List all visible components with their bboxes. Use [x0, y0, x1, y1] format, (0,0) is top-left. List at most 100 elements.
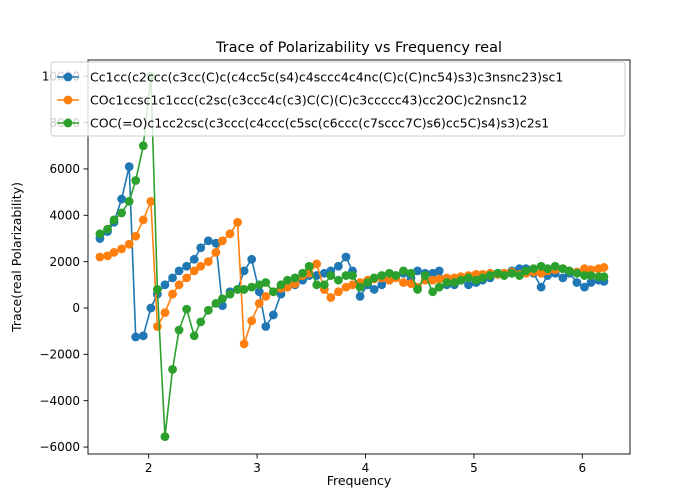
series-1-point-19: [233, 217, 242, 227]
series-1-point-10: [168, 289, 177, 299]
series-1-point-30: [312, 259, 322, 269]
series-2-point-31: [319, 280, 329, 290]
series-2-point-39: [377, 271, 387, 280]
series-2-point-56: [499, 271, 509, 280]
series-1-point-67: [580, 264, 589, 273]
series-1-point-8: [152, 322, 162, 331]
series-2-point-19: [233, 285, 242, 294]
series-2-point-47: [434, 282, 444, 292]
series-0-point-39: [377, 280, 387, 290]
legend-label-0: Cc1cc(c2ccc(c3cc(C)c(c4cc5c(s4)c4sccc4c4…: [90, 70, 563, 85]
x-tick-label-3: 5: [470, 461, 478, 475]
series-2-point-33: [334, 275, 343, 285]
series-2-point-51: [464, 273, 473, 283]
series-2-point-13: [189, 331, 199, 341]
series-2-point-14: [196, 317, 206, 327]
legend-label-2: COC(=O)c1cc2csc(c3ccc(c4ccc(c5sc(c6ccc(c…: [90, 116, 549, 131]
series-2-point-2: [109, 215, 119, 225]
series-1-point-15: [203, 257, 213, 267]
series-2-point-26: [283, 275, 292, 285]
series-2-point-36: [355, 282, 365, 292]
series-2-point-16: [211, 298, 221, 308]
series-2-point-60: [529, 264, 538, 273]
series-2-point-35: [348, 271, 357, 280]
series-0-point-68: [586, 278, 596, 287]
legend-marker-2: [63, 118, 73, 128]
series-2-point-25: [276, 280, 286, 290]
series-2-point-50: [456, 275, 466, 285]
series-0-point-38: [369, 285, 379, 294]
x-tick-label-0: 2: [145, 461, 153, 475]
series-1-point-21: [247, 316, 257, 326]
series-2-point-43: [406, 268, 416, 278]
series-1-point-16: [211, 247, 221, 257]
series-0-point-11: [174, 266, 184, 276]
series-2-point-23: [261, 278, 271, 287]
series-2-point-65: [564, 266, 574, 276]
x-tick-label-4: 6: [578, 461, 586, 475]
series-0-point-36: [355, 292, 365, 301]
series-1-point-46: [428, 275, 438, 285]
y-tick-label-5: 4000: [49, 208, 80, 222]
series-1-point-7: [146, 196, 156, 206]
series-0-point-4: [124, 162, 134, 172]
series-1-point-70: [599, 263, 609, 272]
series-1-point-12: [182, 273, 192, 283]
series-1-point-33: [334, 287, 343, 297]
series-1-point-11: [174, 280, 184, 290]
series-0-point-13: [189, 254, 199, 264]
series-2-point-11: [174, 325, 184, 335]
series-2-point-34: [341, 271, 351, 280]
series-0-point-67: [580, 282, 589, 292]
series-2-point-20: [239, 285, 249, 294]
x-tick-label-1: 3: [253, 461, 261, 475]
series-0-point-33: [334, 261, 343, 271]
series-2-point-1: [103, 224, 112, 234]
series-2-point-68: [586, 271, 596, 280]
series-2-point-0: [95, 229, 105, 239]
series-2-point-46: [428, 287, 438, 297]
series-0-point-23: [261, 322, 271, 331]
series-0-point-34: [341, 252, 351, 262]
series-0-point-22: [254, 287, 264, 297]
series-2-point-45: [420, 271, 430, 280]
series-2-point-28: [298, 268, 308, 278]
y-tick-label-3: 0: [72, 301, 80, 315]
series-1-point-2: [109, 247, 119, 257]
series-0-point-12: [182, 261, 192, 271]
series-0-point-15: [203, 236, 213, 246]
series-2-point-58: [515, 271, 524, 280]
series-2-point-67: [580, 271, 589, 280]
series-1-point-22: [254, 298, 264, 308]
series-0-point-24: [268, 310, 278, 320]
series-0-point-14: [196, 243, 206, 253]
series-0-point-10: [168, 273, 177, 283]
x-axis-label: Frequency: [327, 473, 392, 488]
series-2-point-62: [543, 264, 553, 273]
series-1-point-47: [434, 274, 444, 284]
series-0-point-3: [117, 194, 126, 204]
series-0-point-9: [160, 280, 170, 290]
series-1-point-13: [189, 266, 199, 276]
series-2-point-6: [138, 141, 148, 151]
series-0-point-7: [146, 303, 156, 313]
series-1-point-9: [160, 308, 170, 318]
series-2-point-57: [507, 268, 517, 278]
series-1-point-17: [218, 236, 227, 246]
series-2-point-18: [225, 289, 235, 299]
series-0-point-51: [464, 280, 473, 290]
series-0-point-20: [239, 266, 249, 276]
series-0-point-5: [131, 332, 141, 342]
series-2-point-17: [218, 294, 227, 304]
series-2-point-42: [399, 266, 408, 276]
series-1-point-18: [225, 229, 235, 239]
series-1-point-20: [239, 339, 249, 349]
series-1-point-3: [117, 244, 126, 254]
series-1-point-5: [131, 231, 141, 241]
series-1-point-42: [399, 278, 408, 287]
y-tick-label-4: 2000: [49, 255, 80, 269]
series-2-point-30: [312, 280, 322, 290]
series-0-point-64: [558, 273, 568, 283]
y-axis-label: Trace(real Polarizability): [9, 182, 24, 333]
